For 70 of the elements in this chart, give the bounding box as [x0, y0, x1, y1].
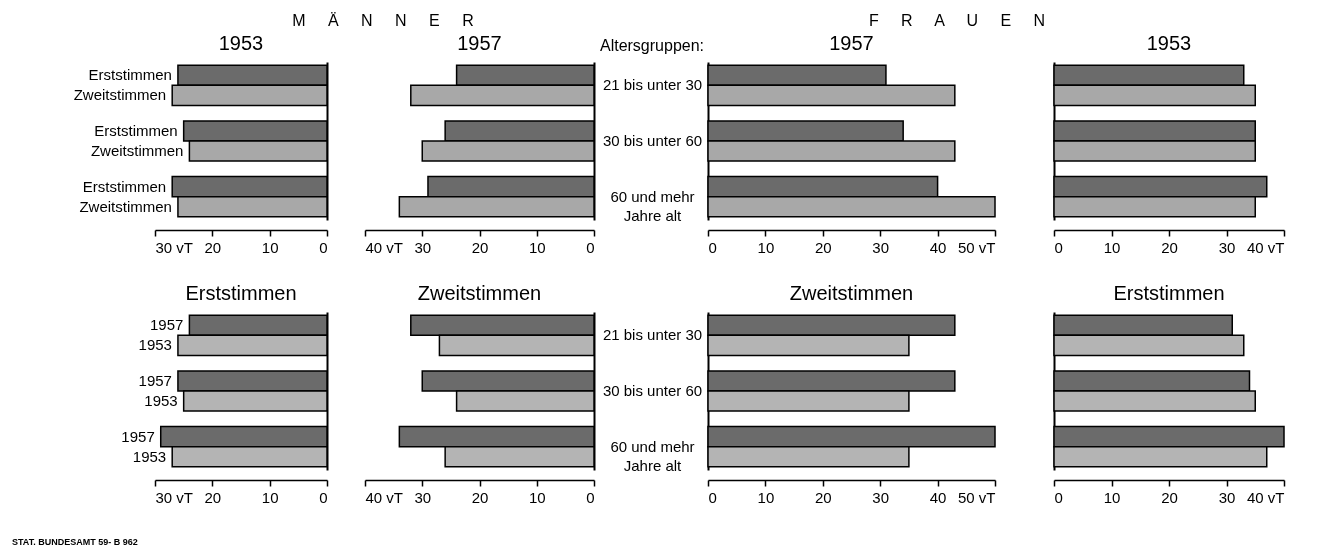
x-tick-label: 10 [1103, 488, 1121, 506]
x-tick-label: 30 [414, 238, 432, 256]
x-tick-label: 0 [319, 238, 328, 256]
x-tick-label: 20 [1161, 488, 1178, 506]
chart-title: 1953 [144, 392, 178, 410]
x-tick-label: 10 [1103, 238, 1121, 256]
series-label: 1957 [150, 316, 184, 334]
x-tick-label: 20 [204, 488, 222, 506]
x-tick-label: 10 [261, 238, 279, 256]
x-tick-label: 20 [814, 488, 832, 506]
chart-title: 1953 [132, 447, 167, 465]
x-tick-label: 40 vT [365, 238, 404, 256]
x-tick-label: 0 [319, 488, 328, 506]
x-tick-label: 40 [929, 488, 947, 506]
series-label: 1953 [138, 336, 172, 354]
chart-title: 1957 [829, 32, 874, 54]
x-tick-label: 50 vT [957, 488, 996, 506]
chart-title: 1953 [218, 32, 264, 54]
x-tick-label: 0 [708, 238, 717, 256]
chart-title: Zweitstimmen [789, 282, 914, 304]
x-tick-label: 20 [471, 488, 489, 506]
y-axis-title: Altersgruppen: [599, 37, 705, 54]
x-tick-label: 0 [1054, 488, 1063, 506]
x-tick-label: 40 vT [1246, 238, 1285, 256]
y-tick-label: 60 und mehr Jahre alt [610, 187, 695, 224]
x-tick-label: 20 [1161, 238, 1178, 256]
x-tick-label: 10 [528, 238, 546, 256]
x-tick-label: 0 [708, 488, 717, 506]
x-tick-label: 30 vT [155, 488, 194, 506]
x-tick-label: 10 [757, 488, 775, 506]
chart-title: 1957 [138, 371, 172, 389]
chart-title: 1957 [121, 427, 155, 445]
chart-title: Erststimmen [185, 282, 297, 304]
x-tick-label: 20 [814, 238, 832, 256]
x-tick-label: 30 vT [155, 238, 194, 256]
x-tick-label: 50 vT [957, 238, 996, 256]
y-tick-label: 21 bis unter 30 [602, 326, 703, 344]
x-tick-label: 30 [414, 488, 432, 506]
series-label: Erststimmen [88, 66, 172, 84]
y-tick-label: 30 bis unter 60 [602, 132, 703, 149]
y-tick-label: 60 und mehr Jahre alt [610, 437, 695, 474]
text: Zweitstimmen [79, 197, 172, 215]
text: F R A U E N [868, 12, 1046, 30]
chart-title: Zweitstimmen [417, 282, 542, 304]
x-tick-label: 0 [1054, 238, 1063, 256]
x-tick-label: 10 [261, 488, 279, 506]
x-tick-label: 0 [586, 488, 595, 506]
x-tick-label: 30 [872, 238, 890, 256]
x-tick-label: 10 [757, 238, 775, 256]
series-label: Zweitstimmen [73, 86, 167, 104]
x-tick-label: 40 [929, 238, 947, 256]
chart-title: Erststimmen [1113, 282, 1225, 304]
chart-title: 1957 [457, 32, 502, 54]
x-tick-label: 10 [528, 488, 546, 506]
x-tick-label: 30 [1218, 238, 1236, 256]
text: Erststimmen [94, 121, 178, 139]
x-tick-label: 0 [586, 238, 595, 256]
x-tick-label: 30 [872, 488, 890, 506]
y-tick-label: 30 bis unter 60 [602, 382, 703, 399]
text: Erststimmen [82, 177, 167, 195]
text: M Ä N N E R [292, 12, 474, 30]
chart-title: 1953 [1146, 32, 1192, 54]
text: STAT. BUNDESAMT 59- B 962 [12, 537, 138, 547]
x-tick-label: 30 [1218, 488, 1236, 506]
x-tick-label: 40 vT [1246, 488, 1285, 506]
y-tick-label: 21 bis unter 30 [602, 76, 703, 94]
x-tick-label: 20 [204, 238, 222, 256]
x-tick-label: 40 vT [365, 488, 404, 506]
text: Zweitstimmen [90, 142, 184, 160]
x-tick-label: 20 [471, 238, 489, 256]
